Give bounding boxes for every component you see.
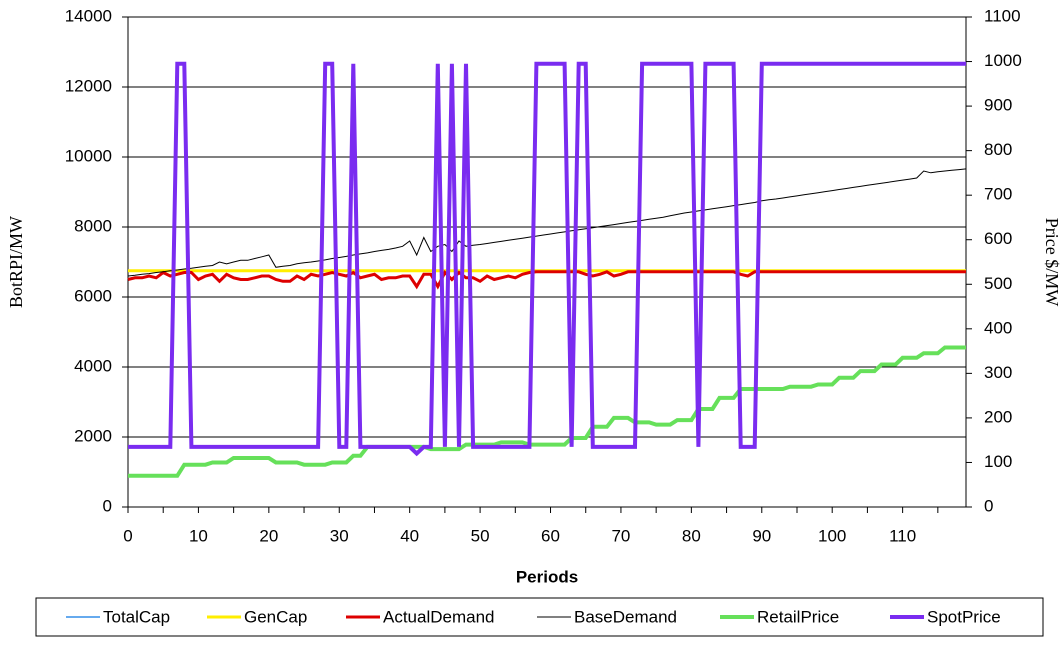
y2-tick-label: 900 — [984, 96, 1012, 115]
y2-tick-label: 600 — [984, 229, 1012, 248]
y2-tick-label: 1000 — [984, 51, 1022, 70]
series-line — [128, 61, 966, 457]
y2-tick-label: 800 — [984, 140, 1012, 159]
plot-frame — [127, 16, 967, 508]
y2-tick-label: 700 — [984, 185, 1012, 204]
y-tick-label: 8000 — [74, 216, 112, 235]
y2-tick-label: 500 — [984, 274, 1012, 293]
y-tick-label: 14000 — [65, 6, 112, 25]
x-tick-label: 100 — [818, 526, 846, 545]
x-tick-label: 90 — [752, 526, 771, 545]
y-tick-label: 10000 — [65, 146, 112, 165]
y-axis-title: BotRPI/MW — [6, 216, 26, 308]
legend-box — [35, 597, 1044, 637]
legend-label: SpotPrice — [927, 607, 1001, 626]
series-line — [127, 269, 966, 290]
y-tick-label: 2000 — [74, 426, 112, 445]
y-tick-label: 4000 — [74, 356, 112, 375]
x-tick-label: 70 — [611, 526, 630, 545]
y2-tick-label: 400 — [984, 318, 1012, 337]
x-tick-label: 40 — [400, 526, 419, 545]
y-tick-label: 12000 — [65, 76, 112, 95]
y2-tick-label: 0 — [984, 496, 993, 515]
y2-axis-title: Price $/MW — [1042, 218, 1062, 306]
y2-tick-label: 100 — [984, 452, 1012, 471]
x-tick-label: 20 — [259, 526, 278, 545]
legend-label: GenCap — [244, 607, 307, 626]
legend-label: BaseDemand — [574, 607, 677, 626]
x-tick-label: 110 — [889, 526, 916, 545]
x-tick-label: 50 — [471, 526, 490, 545]
x-tick-label: 0 — [123, 526, 132, 545]
y-tick-label: 0 — [103, 496, 112, 515]
series-line — [127, 168, 967, 277]
legend-label: RetailPrice — [757, 607, 839, 626]
x-tick-label: 80 — [682, 526, 701, 545]
legend-label: TotalCap — [103, 607, 170, 626]
y2-tick-label: 300 — [984, 363, 1012, 382]
y2-tick-label: 200 — [984, 407, 1012, 426]
y-tick-label: 6000 — [74, 286, 112, 305]
legend-label: ActualDemand — [383, 607, 495, 626]
y2-tick-label: 1100 — [984, 6, 1021, 25]
x-axis-title: Periods — [516, 567, 578, 586]
series-line — [128, 345, 966, 478]
x-tick-label: 60 — [541, 526, 560, 545]
x-tick-label: 30 — [330, 526, 349, 545]
x-tick-label: 10 — [189, 526, 208, 545]
